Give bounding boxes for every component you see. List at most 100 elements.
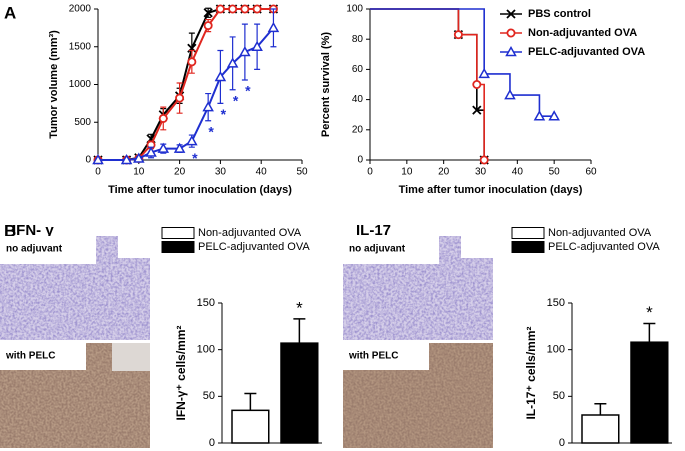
legend-marker	[506, 28, 516, 38]
marker	[548, 110, 560, 121]
legend-swatch	[511, 241, 545, 253]
survival-line	[370, 8, 485, 160]
x-tick-label: 10	[133, 167, 145, 178]
marker	[92, 153, 104, 165]
label-box	[0, 343, 86, 370]
marker	[504, 89, 516, 100]
significance-label: *	[296, 298, 303, 317]
x-axis-label: Time after tumor inoculation (days)	[399, 184, 583, 196]
y-tick-label: 0	[357, 155, 363, 166]
x-tick-label: 50	[296, 167, 308, 178]
x-tick-label: 0	[95, 167, 101, 178]
survival-line	[370, 8, 555, 118]
image-notch	[461, 236, 493, 258]
marker	[453, 30, 463, 40]
marker	[145, 146, 157, 157]
legend-label: PELC-adjuvanted OVA	[528, 46, 645, 58]
y-tick-label: 1000	[69, 79, 92, 90]
legend-label: PELC-adjuvanted OVA	[198, 241, 310, 253]
marker	[203, 21, 213, 31]
marker	[173, 142, 186, 153]
micrograph-label: with PELC	[348, 351, 398, 362]
y-tick-label: 500	[74, 117, 91, 128]
y-tick-label: 100	[346, 4, 363, 15]
x-tick-label: 20	[174, 167, 186, 178]
marker	[226, 57, 239, 68]
significance-label: *	[208, 123, 214, 139]
marker	[472, 105, 482, 115]
x-tick-label: 40	[256, 167, 268, 178]
y-tick-label: 150	[197, 297, 215, 309]
y-tick-label: 150	[547, 297, 565, 309]
y-axis-label: IL-17⁺ cells/mm²	[524, 326, 538, 419]
x-tick-label: 30	[215, 167, 227, 178]
panel-label: B	[4, 221, 16, 240]
image-inset	[112, 343, 150, 371]
marker	[252, 4, 262, 14]
marker	[202, 101, 214, 112]
y-tick-label: 100	[197, 344, 215, 356]
x-axis-label: Time after tumor inoculation (days)	[108, 184, 292, 196]
error-bar	[643, 322, 656, 343]
y-tick-label: 50	[553, 390, 565, 402]
y-tick-label: 80	[352, 34, 364, 45]
legend-label: PELC-adjuvanted OVA	[548, 241, 660, 253]
legend-swatch	[511, 227, 545, 239]
significance-label: *	[233, 92, 239, 108]
significance-label: *	[221, 106, 227, 122]
legend-marker	[505, 45, 517, 57]
image-notch	[118, 236, 150, 258]
y-tick-label: 100	[547, 344, 565, 356]
label-box	[0, 236, 96, 264]
micrograph-label: no adjuvant	[349, 244, 406, 255]
marker	[175, 93, 185, 103]
micrograph-label: with PELC	[5, 351, 55, 362]
panel-label: A	[4, 3, 16, 22]
error-bar	[594, 403, 607, 415]
y-axis-label: IFN-γ⁺ cells/mm²	[174, 325, 188, 420]
marker	[239, 46, 251, 57]
micrograph-set: IL-17 no adjuvant with PELC	[343, 222, 493, 448]
bar	[630, 341, 669, 444]
micrograph-label: no adjuvant	[6, 244, 63, 255]
bar	[231, 409, 270, 444]
y-tick-label: 0	[209, 437, 215, 449]
y-tick-label: 40	[352, 94, 364, 105]
marker	[215, 4, 225, 14]
error-bar	[244, 392, 257, 411]
marker	[203, 8, 213, 18]
y-tick-label: 2000	[69, 4, 92, 15]
marker	[214, 70, 227, 82]
y-tick-label: 0	[85, 155, 91, 166]
x-tick-label: 20	[438, 167, 450, 178]
x-tick-label: 60	[585, 167, 597, 178]
y-axis-label: Percent survival (%)	[320, 32, 332, 137]
bar	[581, 414, 620, 444]
y-tick-label: 1500	[69, 41, 92, 52]
y-axis-label: Tumor volume (mm³)	[48, 30, 60, 139]
marker	[187, 57, 197, 67]
marker	[267, 21, 280, 33]
marker	[533, 110, 546, 121]
micrograph-title: IFN- γ	[12, 222, 54, 239]
marker	[157, 142, 170, 153]
marker	[478, 67, 490, 79]
y-tick-label: 20	[352, 124, 364, 135]
legend-marker	[506, 9, 516, 19]
x-tick-label: 0	[367, 167, 373, 178]
y-tick-label: 60	[352, 64, 364, 75]
legend-label: Non-adjuvanted OVA	[198, 227, 302, 239]
significance-label: *	[646, 303, 653, 322]
marker	[133, 152, 145, 163]
label-box	[343, 343, 429, 370]
y-tick-label: 50	[203, 390, 215, 402]
marker	[479, 155, 489, 165]
marker	[228, 4, 238, 14]
x-tick-label: 10	[401, 167, 413, 178]
micrograph-title: IL-17	[356, 222, 391, 239]
significance-label: *	[192, 150, 198, 166]
legend-label: Non-adjuvanted OVA	[548, 227, 652, 239]
label-box	[343, 236, 439, 264]
x-tick-label: 50	[549, 167, 561, 178]
